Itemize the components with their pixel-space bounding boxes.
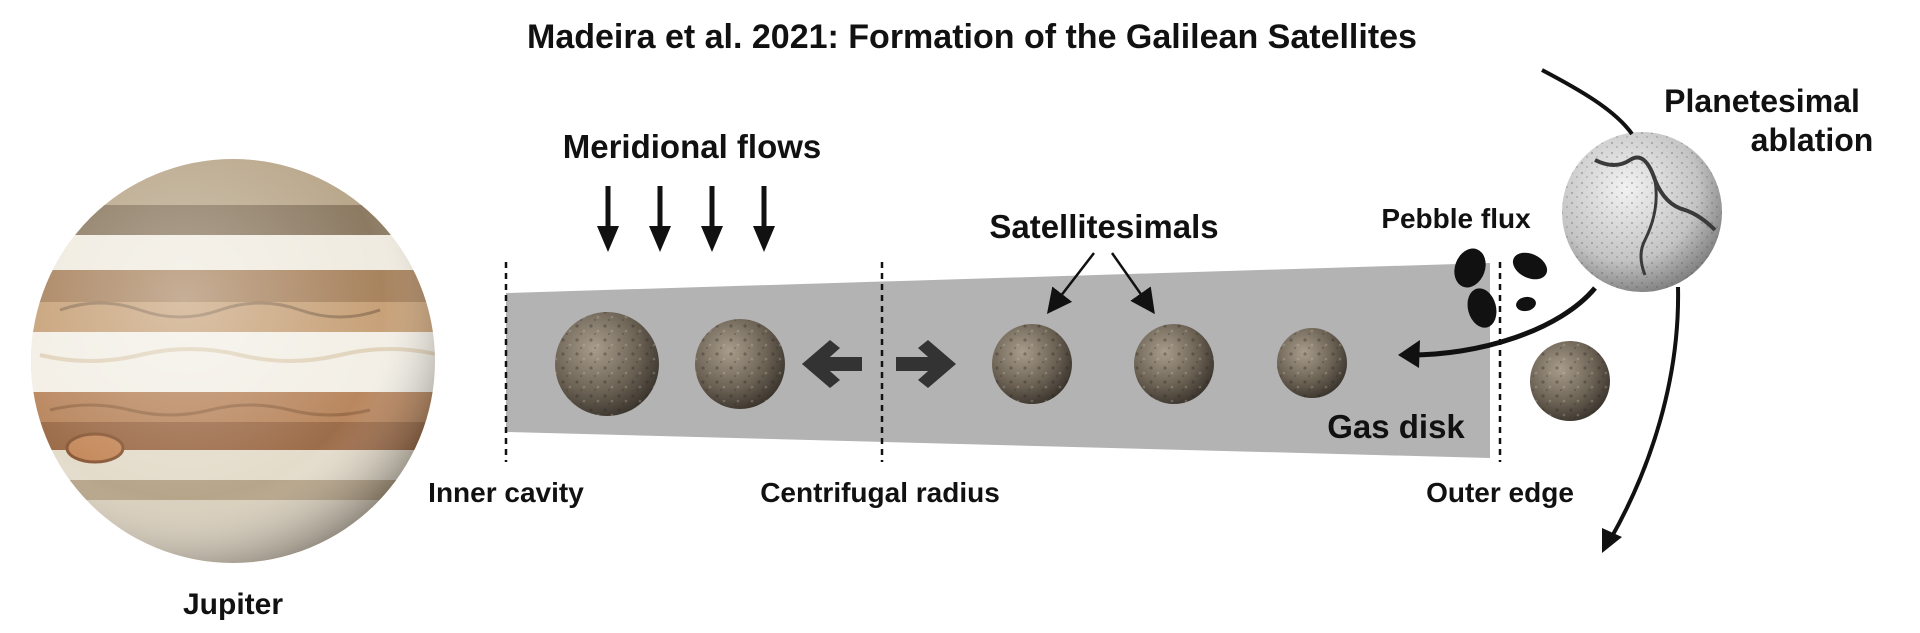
satellitesimals-label: Satellitesimals (989, 208, 1218, 245)
planetesimal-trajectory-arrowhead (1602, 528, 1622, 553)
inner-cavity-label: Inner cavity (428, 477, 584, 508)
centrifugal-radius-label: Centrifugal radius (760, 477, 1000, 508)
satellite-2 (695, 319, 785, 409)
planetesimal (1562, 132, 1722, 292)
meridional-flow-arrows (597, 186, 775, 252)
planetesimal-trajectory-out (1608, 286, 1681, 541)
diagram-title: Madeira et al. 2021: Formation of the Ga… (527, 18, 1417, 56)
pebble-flux-arrow (1404, 286, 1597, 358)
satellite-5 (1277, 328, 1347, 398)
planetesimal-label-line2: ablation (1751, 122, 1874, 158)
meridional-flows-label: Meridional flows (563, 128, 822, 165)
left-chevron-arrow (802, 340, 862, 388)
satellitesimals-pointer-left (1046, 252, 1095, 314)
satellitesimals-pointer-right (1110, 252, 1155, 315)
gas-disk-label: Gas disk (1327, 408, 1465, 445)
jupiter-planet (31, 159, 435, 563)
jupiter-label: Jupiter (183, 588, 283, 621)
planetesimal-trajectory-in (1541, 68, 1634, 136)
right-chevron-arrow (896, 340, 956, 388)
pebble-flux-arrowhead (1398, 340, 1420, 368)
outer-edge-label: Outer edge (1426, 477, 1574, 508)
planetesimal-label-line1: Planetesimal (1664, 83, 1860, 119)
pebbles (1454, 248, 1548, 328)
satellite-3 (992, 324, 1072, 404)
satellite-outer (1530, 341, 1610, 421)
satellite-4 (1134, 324, 1214, 404)
satellite-1 (555, 312, 659, 416)
pebble-flux-label: Pebble flux (1381, 203, 1531, 234)
